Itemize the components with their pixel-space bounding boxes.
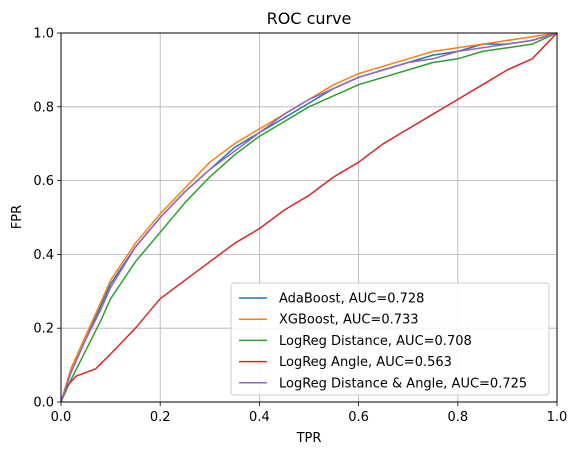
x-axis-ticks: 0.0 0.2 0.4 0.6 0.8 1.0 [51,402,568,425]
y-tick-label: 0.6 [33,174,54,189]
x-tick-label: 1.0 [547,410,568,425]
x-tick-label: 0.8 [447,410,468,425]
plot-series [60,32,558,403]
series-line-logreg-angle [60,32,558,403]
legend-label-logreg-distance: LogReg Distance, AUC=0.708 [279,334,472,349]
x-tick-label: 0.4 [249,410,270,425]
legend-label-xgboost: XGBoost, AUC=0.733 [279,313,419,328]
x-tick-label: 0.2 [150,410,171,425]
legend-label-logreg-distance-angle: LogReg Distance & Angle, AUC=0.725 [279,376,527,391]
y-tick-label: 0.2 [33,322,54,337]
y-axis-ticks: 0.0 0.2 0.4 0.6 0.8 1.0 [33,27,61,411]
x-tick-label: 0.0 [51,410,72,425]
plot-frame [60,32,558,403]
x-axis-label: TPR [296,431,322,446]
legend-box [230,282,550,396]
y-tick-label: 1.0 [33,27,54,42]
y-axis-label: FPR [10,205,25,229]
x-tick-label: 0.6 [348,410,369,425]
y-tick-label: 0.0 [33,396,54,411]
series-line-logreg-distance-angle [60,32,558,403]
y-tick-label: 0.8 [33,100,54,115]
legend-label-adaboost: AdaBoost, AUC=0.728 [279,292,424,307]
legend: AdaBoost, AUC=0.728 XGBoost, AUC=0.733 Log… [230,282,550,396]
y-tick-label: 0.4 [33,248,54,263]
chart-title: ROC curve [267,9,352,28]
series-line-logreg-distance [60,32,558,403]
legend-label-logreg-angle: LogReg Angle, AUC=0.563 [279,355,452,370]
series-line-adaboost [60,32,558,403]
